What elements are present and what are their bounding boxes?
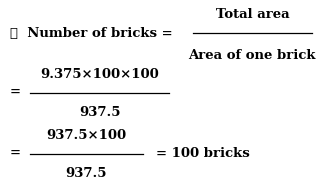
- Text: 937.5: 937.5: [66, 167, 107, 180]
- Text: = 100 bricks: = 100 bricks: [156, 147, 250, 160]
- Text: =: =: [10, 147, 21, 160]
- Text: ∴  Number of bricks =: ∴ Number of bricks =: [10, 27, 177, 40]
- Text: Total area: Total area: [215, 8, 289, 21]
- Text: =: =: [10, 86, 21, 99]
- Text: 9.375×100×100: 9.375×100×100: [40, 68, 159, 80]
- Text: 937.5×100: 937.5×100: [46, 129, 126, 142]
- Text: Area of one brick: Area of one brick: [189, 49, 316, 62]
- Text: 937.5: 937.5: [79, 106, 120, 119]
